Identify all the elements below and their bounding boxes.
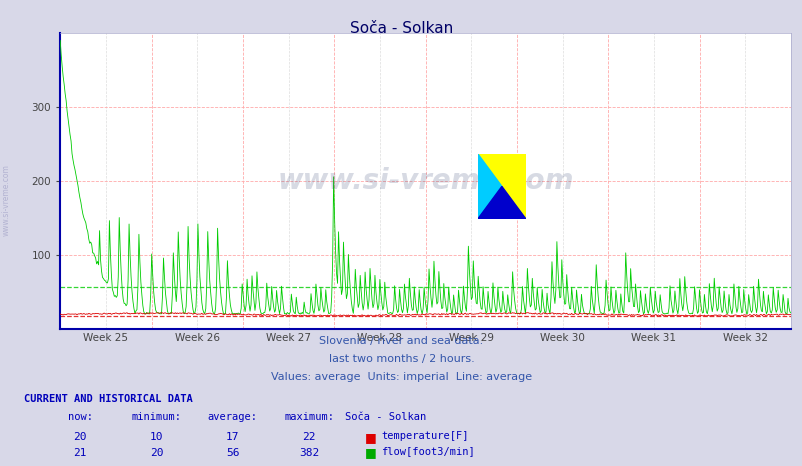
Text: minimum:: minimum: bbox=[132, 412, 181, 422]
Text: flow[foot3/min]: flow[foot3/min] bbox=[381, 446, 475, 456]
Polygon shape bbox=[477, 154, 501, 219]
Text: Slovenia / river and sea data.: Slovenia / river and sea data. bbox=[319, 336, 483, 346]
Text: temperature[F]: temperature[F] bbox=[381, 431, 468, 440]
Text: ■: ■ bbox=[365, 446, 377, 459]
Text: 56: 56 bbox=[226, 448, 239, 458]
Text: 22: 22 bbox=[302, 432, 315, 442]
Text: ■: ■ bbox=[365, 431, 377, 444]
Text: 20: 20 bbox=[74, 432, 87, 442]
Text: www.si-vreme.com: www.si-vreme.com bbox=[2, 164, 11, 236]
Text: now:: now: bbox=[67, 412, 93, 422]
Polygon shape bbox=[477, 186, 525, 219]
Text: 21: 21 bbox=[74, 448, 87, 458]
Text: 17: 17 bbox=[226, 432, 239, 442]
Text: Soča - Solkan: Soča - Solkan bbox=[344, 412, 426, 422]
Text: Soča - Solkan: Soča - Solkan bbox=[350, 21, 452, 36]
Text: average:: average: bbox=[208, 412, 257, 422]
Text: www.si-vreme.com: www.si-vreme.com bbox=[277, 166, 573, 195]
Text: CURRENT AND HISTORICAL DATA: CURRENT AND HISTORICAL DATA bbox=[24, 394, 192, 404]
Text: 382: 382 bbox=[298, 448, 319, 458]
Text: last two months / 2 hours.: last two months / 2 hours. bbox=[328, 354, 474, 364]
Polygon shape bbox=[477, 154, 525, 219]
Text: 20: 20 bbox=[150, 448, 163, 458]
Text: Values: average  Units: imperial  Line: average: Values: average Units: imperial Line: av… bbox=[270, 372, 532, 382]
Text: 10: 10 bbox=[150, 432, 163, 442]
Text: maximum:: maximum: bbox=[284, 412, 334, 422]
